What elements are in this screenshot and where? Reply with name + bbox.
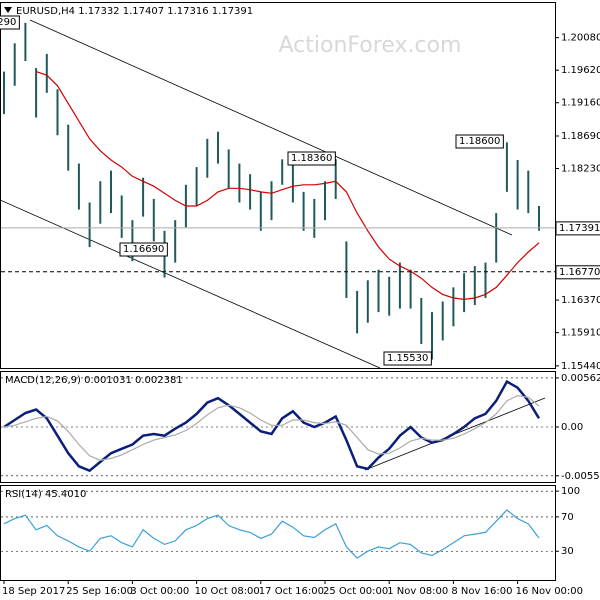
level-label-box: [555, 265, 600, 280]
annotation: 1.18600: [459, 136, 500, 147]
series-line: [3, 379, 541, 473]
y-tick-label: 0.00: [561, 422, 583, 433]
y-tick-label: 1.20080: [561, 33, 600, 44]
annotation: 1.20290: [0, 17, 16, 28]
watermark: ActionForex.com: [279, 33, 462, 58]
y-tick-label: 1.16370: [561, 295, 600, 306]
panel-title: EURUSD,H4 1.17332 1.17407 1.17316 1.1739…: [16, 6, 253, 17]
price-frame: [0, 2, 556, 369]
annotation: 1.16690: [123, 244, 164, 255]
y-tick-label: 1.19160: [561, 98, 600, 109]
y-tick-label: 0.005622: [561, 373, 600, 384]
x-tick-label: 10 Oct 08:00: [195, 586, 260, 597]
y-tick-label: 1.19620: [561, 65, 600, 76]
channel-upper: [29, 19, 513, 236]
level-label-box: [555, 221, 600, 236]
annotation: 1.15530: [387, 353, 428, 364]
level-label: 1.17391: [559, 223, 600, 234]
panel-title: RSI(14) 45.4010: [5, 489, 86, 500]
y-tick-label: 1.15440: [561, 361, 600, 372]
x-tick-label: 25 Sep 16:00: [66, 586, 133, 597]
rsi-frame: [0, 485, 556, 581]
panel-title: MACD(12,26,9) 0.001031 0.002381: [5, 375, 183, 386]
annotation-box: [119, 242, 168, 257]
annotation: 1.18360: [291, 153, 332, 164]
annotation-box: [287, 151, 336, 166]
x-tick-label: 18 Sep 2017: [2, 586, 65, 597]
y-tick-label: 1.18690: [561, 131, 600, 142]
annotation-box: [455, 134, 504, 149]
menu-icon[interactable]: [4, 7, 12, 13]
y-tick-label: 1.15910: [561, 328, 600, 339]
annotation-box: [0, 15, 20, 30]
series-line: [3, 509, 540, 559]
y-tick-label: 70: [561, 512, 574, 523]
y-tick-label: -0.005588: [561, 471, 600, 482]
x-tick-label: 1 Nov 08:00: [387, 586, 448, 597]
x-tick-label: 8 Nov 16:00: [451, 586, 512, 597]
x-tick-label: 16 Nov 00:00: [516, 586, 583, 597]
series-line: [35, 71, 540, 301]
x-tick-label: 25 Oct 00:00: [323, 586, 388, 597]
y-tick-label: 100: [561, 486, 580, 497]
y-tick-label: 1.18230: [561, 164, 600, 175]
series-line: [3, 394, 540, 461]
level-label: 1.16770: [559, 267, 600, 278]
y-tick-label: 30: [561, 546, 574, 557]
x-tick-label: 17 Oct 16:00: [259, 586, 324, 597]
x-tick-label: 3 Oct 00:00: [130, 586, 189, 597]
annotation-box: [383, 351, 432, 366]
